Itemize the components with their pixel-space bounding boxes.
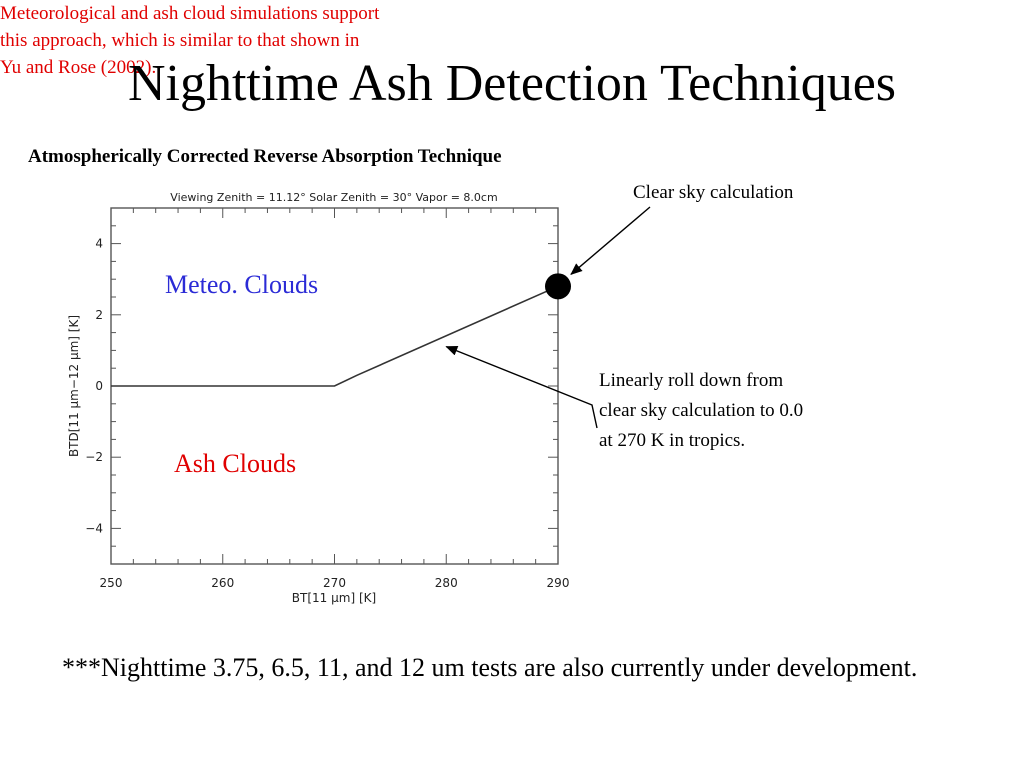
meteo-clouds-label: Meteo. Clouds — [165, 270, 318, 299]
y-tick-label: −4 — [85, 521, 103, 535]
x-tick-label: 270 — [323, 576, 346, 590]
x-tick-label: 290 — [547, 576, 570, 590]
ash-clouds-label: Ash Clouds — [174, 449, 296, 478]
btd-threshold-line — [111, 285, 559, 387]
x-axis-label: BT[11 μm] [K] — [292, 591, 376, 605]
chart-heading: Atmospherically Corrected Reverse Absorp… — [28, 146, 502, 167]
clear-sky-point — [545, 273, 571, 300]
x-tick-label: 250 — [100, 576, 123, 590]
y-tick-label: 0 — [95, 379, 103, 393]
y-axis-label: BTD[11 μm−12 μm] [K] — [67, 315, 81, 457]
simulation-note: Meteorological and ash cloud simulations… — [0, 3, 380, 78]
y-tick-label: 4 — [95, 237, 103, 251]
roll-down-arrow — [445, 345, 598, 429]
chart-title: Viewing Zenith = 11.12° Solar Zenith = 3… — [170, 191, 497, 204]
clear-sky-label: Clear sky calculation — [633, 182, 794, 203]
slide-title: Nighttime Ash Detection Techniques — [127, 55, 897, 112]
footer-note: ***Nighttime 3.75, 6.5, 11, and 12 um te… — [62, 653, 918, 682]
x-tick-label: 280 — [435, 576, 458, 590]
x-tick-label: 260 — [211, 576, 234, 590]
y-tick-label: −2 — [85, 450, 103, 464]
clear-sky-arrow — [570, 206, 651, 275]
y-tick-label: 2 — [95, 308, 103, 322]
axis-ticks: 250 260 270 280 290 −4 −2 0 2 4 — [85, 207, 570, 590]
roll-down-description: Linearly roll down from clear sky calcul… — [599, 370, 804, 451]
